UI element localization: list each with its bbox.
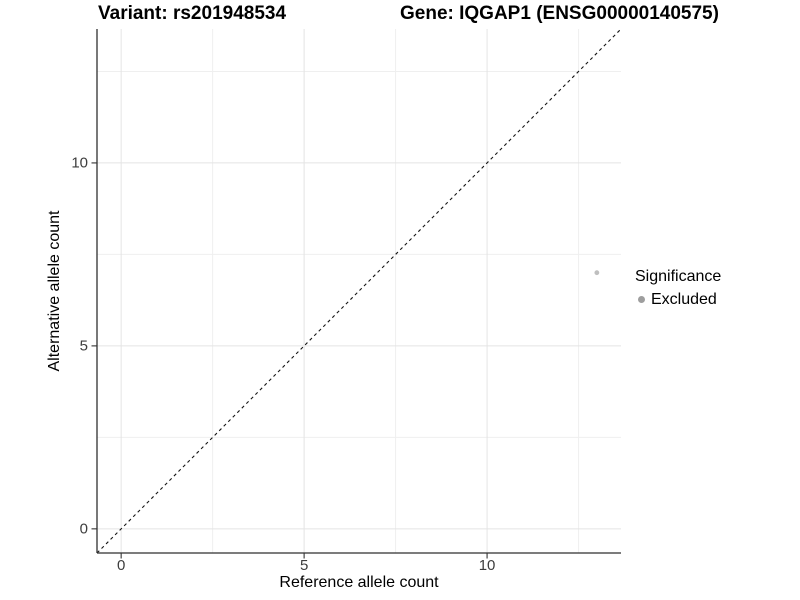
y-axis-tick-label: 10	[71, 154, 88, 172]
legend: Significance Excluded	[635, 267, 721, 309]
data-point	[594, 270, 600, 276]
x-axis-tick-label: 5	[299, 557, 309, 574]
gene-title: Gene: IQGAP1 (ENSG00000140575)	[400, 3, 719, 24]
legend-item: Excluded	[638, 290, 721, 309]
y-axis-tick-label: 5	[79, 337, 88, 355]
legend-item-label: Excluded	[651, 291, 717, 308]
legend-point-marker-icon	[638, 296, 645, 303]
identity-dashed-line	[96, 28, 622, 554]
variant-title: Variant: rs201948534	[98, 3, 287, 24]
y-axis-title: Alternative allele count	[46, 210, 63, 372]
plot-panel	[91, 28, 622, 559]
legend-title: Significance	[635, 268, 722, 285]
x-axis-tick-label: 0	[116, 557, 126, 574]
y-axis-tick-label: 0	[79, 520, 88, 538]
x-axis-title: Reference allele count	[279, 574, 439, 591]
x-axis-tick-label: 10	[478, 557, 496, 574]
legend-items: Excluded	[635, 290, 721, 309]
